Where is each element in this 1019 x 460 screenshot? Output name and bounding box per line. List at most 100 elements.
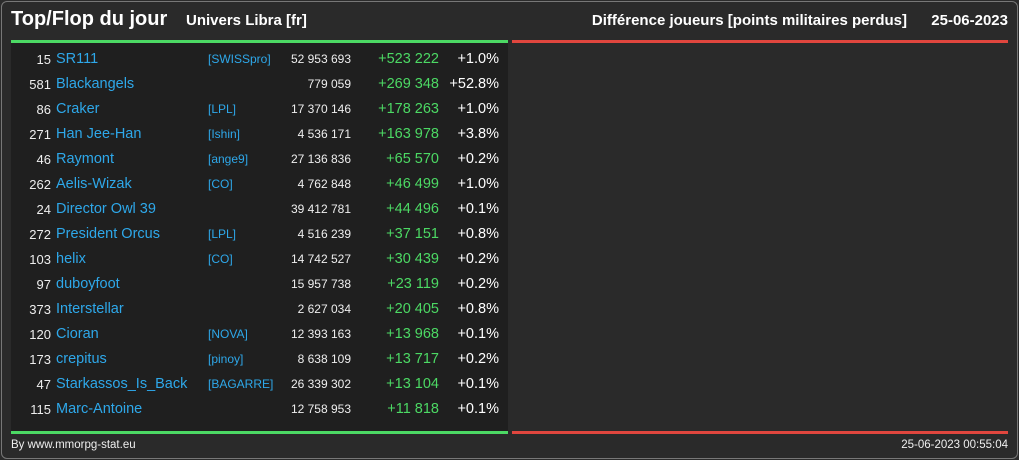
table-row: 24 Director Owl 39 39 412 781 +44 496 +0.1% <box>11 197 508 222</box>
alliance-tag-link[interactable]: [pinoy] <box>208 352 244 366</box>
alliance-tag-link[interactable]: [BAGARRE] <box>208 377 274 391</box>
table-row: 47 Starkassos_Is_Back [BAGARRE] 26 339 302 +… <box>11 372 508 397</box>
percent-change: +0.8% <box>457 226 499 242</box>
table-row: 115 Marc-Antoine 12 758 953 +11 818 +0.1% <box>11 397 508 422</box>
percent-change: +0.2% <box>457 151 499 167</box>
player-rank: 115 <box>30 402 51 417</box>
player-rank: 373 <box>29 302 51 317</box>
points-difference: +46 499 <box>386 176 439 192</box>
player-rank: 47 <box>36 377 51 392</box>
percent-change: +0.1% <box>457 376 499 392</box>
player-name-link[interactable]: helix <box>56 251 86 267</box>
universe-label: Univers Libra [fr] <box>186 12 307 29</box>
top-bottom-bar <box>11 431 508 434</box>
alliance-tag-link[interactable]: [CO] <box>208 177 233 191</box>
table-row: 46 Raymont [ange9] 27 136 836 +65 570 +0.2% <box>11 147 508 172</box>
points-difference: +13 968 <box>386 326 439 342</box>
site-credit-link[interactable]: By www.mmorpg-stat.eu <box>11 439 136 451</box>
table-row: 173 crepitus [pinoy] 8 638 109 +13 717 +0.2% <box>11 347 508 372</box>
player-total-points: 4 536 171 <box>297 127 351 141</box>
flop-bottom-bar <box>512 431 1008 434</box>
alliance-tag-link[interactable]: [LPL] <box>208 102 237 116</box>
player-name-link[interactable]: Cioran <box>56 326 99 342</box>
flop-divider-bar <box>512 40 1008 43</box>
percent-change: +3.8% <box>457 126 499 142</box>
player-total-points: 14 742 527 <box>290 252 351 266</box>
player-rank: 46 <box>36 152 51 167</box>
points-difference: +44 496 <box>386 201 439 217</box>
player-name-link[interactable]: Craker <box>56 101 100 117</box>
alliance-tag-link[interactable]: [ange9] <box>208 152 249 166</box>
points-difference: +37 151 <box>386 226 439 242</box>
points-difference: +269 348 <box>378 76 439 92</box>
player-total-points: 39 412 781 <box>290 202 351 216</box>
player-total-points: 779 059 <box>307 77 351 91</box>
player-total-points: 26 339 302 <box>290 377 351 391</box>
player-total-points: 12 393 163 <box>290 327 351 341</box>
player-name-link[interactable]: President Orcus <box>56 226 160 242</box>
points-difference: +30 439 <box>386 251 439 267</box>
alliance-tag-link[interactable]: [NOVA] <box>208 327 248 341</box>
player-total-points: 4 516 239 <box>297 227 351 241</box>
percent-change: +0.2% <box>457 351 499 367</box>
player-total-points: 2 627 034 <box>297 302 351 316</box>
table-row: 120 Cioran [NOVA] 12 393 163 +13 968 +0.1% <box>11 322 508 347</box>
table-row: 262 Aelis-Wizak [CO] 4 762 848 +46 499 +1.0% <box>11 172 508 197</box>
table-row: 373 Interstellar 2 627 034 +20 405 +0.8% <box>11 297 508 322</box>
metric-label: Différence joueurs [points militaires pe… <box>591 12 907 29</box>
player-rank: 24 <box>36 202 51 217</box>
player-total-points: 27 136 836 <box>290 152 351 166</box>
table-row: 272 President Orcus [LPL] 4 516 239 +37 151 +… <box>11 222 508 247</box>
player-name-link[interactable]: Han Jee-Han <box>56 126 142 142</box>
player-name-link[interactable]: Starkassos_Is_Back <box>56 376 188 392</box>
percent-change: +52.8% <box>449 76 499 92</box>
player-rank: 97 <box>36 277 51 292</box>
alliance-tag-link[interactable]: [LPL] <box>208 227 237 241</box>
player-name-link[interactable]: Blackangels <box>56 76 135 92</box>
player-rank: 120 <box>29 327 51 342</box>
header: Top/Flop du jour Univers Libra [fr] Diff… <box>0 0 1019 40</box>
table-row: 97 duboyfoot 15 957 738 +23 119 +0.2% <box>11 272 508 297</box>
points-difference: +178 263 <box>378 101 439 117</box>
player-rank: 103 <box>29 252 51 267</box>
page-title: Top/Flop du jour <box>11 8 168 30</box>
points-difference: +523 222 <box>378 51 439 67</box>
player-rank: 262 <box>29 177 51 192</box>
player-name-link[interactable]: duboyfoot <box>56 276 120 292</box>
top-divider-bar <box>11 40 508 43</box>
player-name-link[interactable]: crepitus <box>56 351 107 367</box>
points-difference: +13 104 <box>386 376 439 392</box>
percent-change: +0.8% <box>457 301 499 317</box>
player-rank: 173 <box>29 352 51 367</box>
generated-timestamp: 25-06-2023 00:55:04 <box>901 439 1008 451</box>
table-row: 581 Blackangels 779 059 +269 348 +52.8% <box>11 72 508 97</box>
player-name-link[interactable]: Interstellar <box>56 301 124 317</box>
header-date: 25-06-2023 <box>931 12 1008 29</box>
percent-change: +0.1% <box>457 401 499 417</box>
points-difference: +65 570 <box>386 151 439 167</box>
player-name-link[interactable]: Aelis-Wizak <box>56 176 132 192</box>
percent-change: +0.1% <box>457 326 499 342</box>
table-row: 15 SR111 [SWISSpro] 52 953 693 +523 222 +1.0% <box>11 47 508 72</box>
percent-change: +1.0% <box>457 176 499 192</box>
player-total-points: 4 762 848 <box>297 177 351 191</box>
percent-change: +1.0% <box>457 101 499 117</box>
player-total-points: 15 957 738 <box>290 277 351 291</box>
points-difference: +20 405 <box>386 301 439 317</box>
alliance-tag-link[interactable]: [CO] <box>208 252 233 266</box>
flop-list-panel <box>512 43 1008 431</box>
points-difference: +163 978 <box>378 126 439 142</box>
player-name-link[interactable]: Marc-Antoine <box>56 401 143 417</box>
alliance-tag-link[interactable]: [SWISSpro] <box>208 52 271 66</box>
percent-change: +0.1% <box>457 201 499 217</box>
player-name-link[interactable]: SR111 <box>56 51 99 67</box>
player-rank: 86 <box>36 102 51 117</box>
player-total-points: 12 758 953 <box>290 402 351 416</box>
player-name-link[interactable]: Raymont <box>56 151 115 167</box>
top-list-panel: 15 SR111 [SWISSpro] 52 953 693 +523 222 +1.0%… <box>11 43 508 431</box>
percent-change: +1.0% <box>457 51 499 67</box>
player-name-link[interactable]: Director Owl 39 <box>56 201 156 217</box>
alliance-tag-link[interactable]: [Ishin] <box>208 127 241 141</box>
table-row: 271 Han Jee-Han [Ishin] 4 536 171 +163 978 +3… <box>11 122 508 147</box>
player-rank: 15 <box>36 52 51 67</box>
